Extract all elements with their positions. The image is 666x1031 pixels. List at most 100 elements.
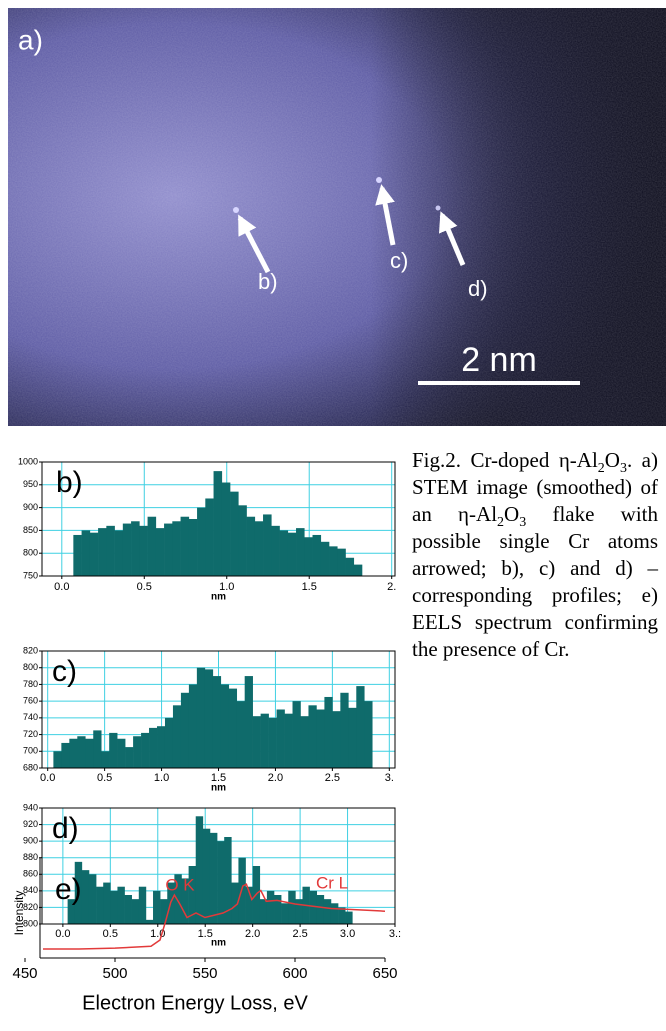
image-label: c) <box>390 248 408 273</box>
caption-subscript: 2 <box>497 515 504 530</box>
x-axis-label: nm <box>211 783 226 794</box>
bar <box>106 526 115 576</box>
bar <box>82 530 91 576</box>
panel-label: c) <box>52 655 77 688</box>
y-tick-label: 880 <box>23 852 38 862</box>
bar <box>103 883 110 924</box>
bar <box>269 718 277 768</box>
atom-spot <box>436 206 441 211</box>
bar <box>110 891 117 924</box>
x-tick-label: 1.5 <box>302 581 317 593</box>
bar <box>310 891 317 924</box>
x-tick-label: 600 <box>282 965 307 982</box>
bar <box>96 887 103 924</box>
bar <box>125 895 132 924</box>
bar <box>340 693 348 768</box>
bar <box>300 716 308 768</box>
x-tick-label: 450 <box>12 965 37 982</box>
bar <box>277 710 285 769</box>
x-axis-label: Electron Energy Loss, eV <box>82 992 308 1014</box>
caption-text: O <box>605 448 620 472</box>
x-tick-label: 0.0 <box>54 581 69 593</box>
x-tick-label: 0.5 <box>137 581 152 593</box>
bar <box>77 736 85 768</box>
y-tick-label: 950 <box>23 479 38 489</box>
y-tick-label: 680 <box>23 762 38 772</box>
bar <box>117 739 125 768</box>
caption-subscript: 3 <box>620 461 627 476</box>
bar <box>148 517 157 576</box>
bar <box>109 733 117 768</box>
bar <box>221 684 229 768</box>
x-tick-label: 2.5 <box>325 772 340 784</box>
caption: Fig.2. Cr-doped η-Al2O3. a) STEM image (… <box>412 447 658 663</box>
x-tick-label: 3.0 <box>340 928 355 940</box>
bar <box>90 533 99 576</box>
bar <box>247 517 256 576</box>
bar <box>196 816 203 924</box>
bar <box>313 535 322 576</box>
bar <box>274 895 281 924</box>
caption-subscript: 2 <box>598 461 605 476</box>
y-tick-label: 900 <box>23 836 38 846</box>
bar <box>295 899 302 924</box>
bar <box>288 533 297 576</box>
bar <box>316 710 324 769</box>
bar <box>253 716 261 768</box>
x-axis-label: nm <box>211 938 226 949</box>
bar <box>213 676 221 768</box>
bar <box>229 689 237 768</box>
bar <box>267 891 274 924</box>
y-tick-label: 760 <box>23 696 38 706</box>
panel-label: d) <box>52 812 79 845</box>
y-tick-label: 720 <box>23 729 38 739</box>
bar <box>280 530 289 576</box>
bar <box>364 701 372 768</box>
y-tick-label: 860 <box>23 869 38 879</box>
bar <box>271 526 280 576</box>
bar <box>123 524 132 576</box>
y-tick-label: 850 <box>23 525 38 535</box>
x-tick-label: 2.0 <box>268 772 283 784</box>
x-tick-label: 2.0 <box>245 928 260 940</box>
bar <box>346 558 355 576</box>
y-tick-label: 920 <box>23 819 38 829</box>
y-tick-label: 1000 <box>18 456 38 466</box>
atom-spot <box>233 207 239 213</box>
x-tick-label: 3.: <box>389 928 401 940</box>
bar <box>149 728 157 768</box>
bar <box>217 841 224 924</box>
bar <box>210 833 217 924</box>
bar <box>245 676 253 768</box>
bar <box>261 714 269 768</box>
bar <box>324 899 331 924</box>
bar <box>157 726 165 768</box>
x-tick-label: 500 <box>102 965 127 982</box>
bar <box>197 508 206 576</box>
image-label: b) <box>258 269 278 294</box>
bar <box>345 912 352 924</box>
x-tick-label: 2.5 <box>292 928 307 940</box>
image-noise <box>8 8 666 426</box>
scale-bar-label: 2 nm <box>461 341 537 379</box>
bar <box>53 751 61 768</box>
bar <box>173 705 181 768</box>
bar <box>146 920 153 924</box>
bar <box>281 903 288 924</box>
bar <box>181 517 190 576</box>
bar <box>255 521 264 576</box>
bar <box>324 697 332 768</box>
bar <box>205 669 213 768</box>
bar <box>308 705 316 768</box>
bar <box>237 701 245 768</box>
caption-text: Fig.2. Cr-doped η-Al <box>412 448 598 472</box>
x-tick-label: 550 <box>192 965 217 982</box>
bar <box>321 542 330 576</box>
bar <box>260 899 267 924</box>
bar <box>89 874 96 924</box>
image-label: d) <box>468 276 488 301</box>
x-tick-label: 3. <box>385 772 394 784</box>
x-tick-label: 2. <box>387 581 396 593</box>
bar <box>197 668 205 768</box>
bar <box>93 730 101 768</box>
